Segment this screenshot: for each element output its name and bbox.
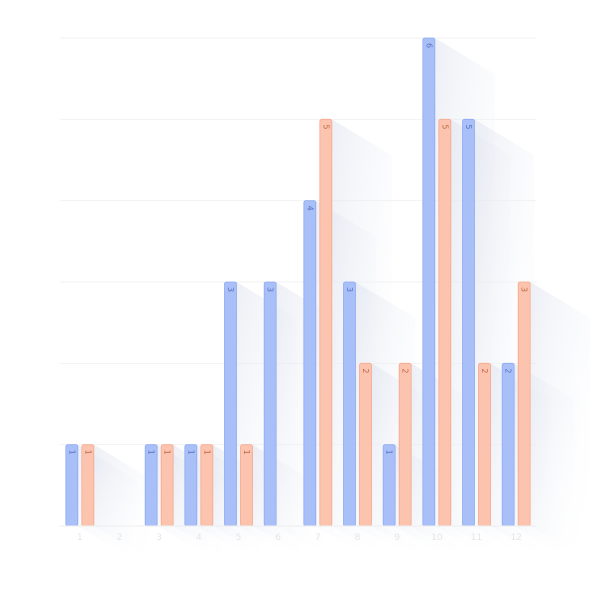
x-tick-labels: 1 2 3 4 5 6 7 8 9 10 11 12 — [77, 533, 522, 543]
x-tick-label: 11 — [471, 533, 482, 543]
bar-value-label: 5 — [440, 124, 449, 129]
x-tick-label: 9 — [394, 533, 400, 543]
bar-value-label: 3 — [345, 287, 354, 292]
bar-value-label: 1 — [202, 450, 211, 455]
x-tick-label: 10 — [431, 533, 443, 543]
bar-value-label: 2 — [361, 368, 370, 373]
bar-value-label: 3 — [226, 287, 235, 292]
bar-value-label: 3 — [520, 287, 529, 292]
bar-value-label: 4 — [305, 206, 314, 211]
bar-value-label: 1 — [147, 450, 156, 455]
bar-series-2 — [81, 444, 95, 527]
bar-series-1 — [263, 281, 277, 527]
bar-series-2 — [478, 362, 491, 527]
bar-value-label: 3 — [266, 287, 275, 292]
bar-value-label: 1 — [385, 450, 394, 455]
x-tick-label: 1 — [77, 533, 83, 543]
x-tick-label: 6 — [275, 533, 281, 543]
bar-series-1 — [184, 444, 198, 527]
bar-value-labels: 1 1 1 1 1 1 3 1 3 4 5 3 2 1 2 6 5 5 2 2 3 — [67, 43, 528, 455]
bar-series-2 — [438, 118, 452, 527]
bar-series-1 — [224, 281, 237, 527]
x-tick-label: 8 — [355, 533, 361, 543]
bar-series-1 — [462, 118, 475, 527]
bar-value-label: 2 — [504, 368, 513, 373]
x-tick-label: 2 — [117, 533, 123, 543]
bar-value-label: 1 — [163, 450, 172, 455]
bar-value-label: 2 — [401, 368, 410, 373]
bar-shadow — [93, 444, 154, 562]
bar-series-1 — [303, 200, 317, 527]
x-tick-label: 7 — [315, 533, 321, 543]
bar-value-label: 5 — [321, 124, 330, 129]
bar-value-label: 1 — [242, 450, 251, 455]
bar-series-2 — [240, 444, 253, 527]
bar-series-2 — [200, 444, 214, 527]
bar-series-2 — [398, 362, 412, 527]
bar-shadow — [530, 282, 591, 562]
bar-series-1 — [65, 444, 79, 527]
x-tick-label: 5 — [236, 533, 242, 543]
bar-value-label: 1 — [83, 450, 92, 455]
bar-value-label: 1 — [67, 450, 76, 455]
bars — [65, 37, 531, 527]
bar-series-2 — [359, 362, 372, 527]
bar-value-label: 6 — [424, 43, 433, 48]
x-tick-label: 3 — [156, 533, 162, 543]
bar-series-1 — [144, 444, 158, 527]
x-tick-label: 4 — [196, 533, 202, 543]
bar-value-label: 5 — [464, 124, 473, 129]
bar-series-1 — [422, 37, 436, 527]
bar-series-1 — [343, 281, 356, 527]
bar-series-1 — [382, 444, 396, 527]
bar-series-2 — [160, 444, 174, 527]
bar-value-label: 2 — [480, 368, 489, 373]
x-tick-label: 12 — [510, 533, 521, 543]
bar-series-2 — [319, 118, 333, 527]
bar-series-1 — [501, 362, 515, 527]
bar-value-label: 1 — [186, 450, 195, 455]
bar-series-2 — [517, 281, 531, 527]
